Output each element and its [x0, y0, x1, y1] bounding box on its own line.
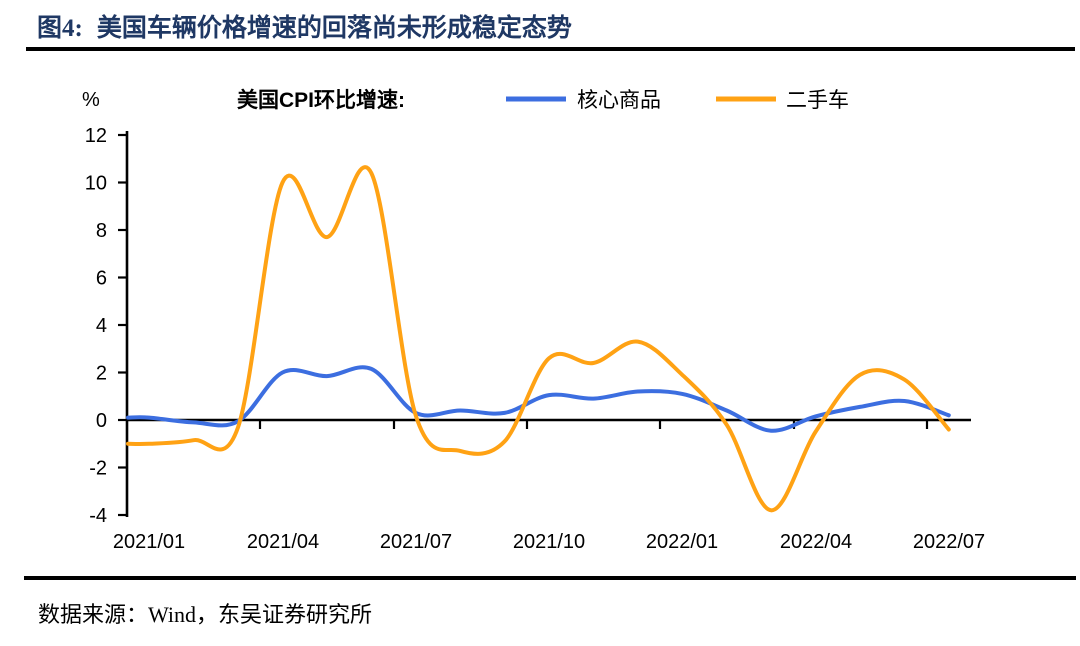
data-source-text: 数据来源：Wind，东吴证券研究所 [38, 602, 372, 627]
y-tick-label: 12 [85, 125, 107, 147]
y-axis-unit-label: % [82, 89, 100, 111]
y-tick-label: 8 [96, 220, 107, 242]
y-tick-label: 6 [96, 268, 107, 290]
x-tick-label: 2022/07 [913, 531, 985, 553]
y-axis-labels: 12 10 8 6 4 2 0 -2 -4 [85, 125, 107, 527]
legend-core-goods-label: 核心商品 [577, 89, 661, 112]
used-cars-line [126, 165, 951, 513]
x-tick-label: 2021/01 [113, 531, 185, 553]
y-tick-label: -4 [89, 505, 107, 527]
x-axis-labels: 2021/01 2021/04 2021/07 2021/10 2022/01 … [113, 531, 985, 553]
y-tick-label: 4 [96, 315, 107, 337]
y-tick-label: 2 [96, 363, 107, 385]
figure-label: 图4: [37, 15, 83, 42]
x-axis-ticks [258, 420, 929, 429]
y-axis-ticks [118, 133, 127, 517]
x-tick-label: 2022/04 [780, 531, 852, 553]
legend-title: 美国CPI环比增速: [237, 88, 405, 112]
x-tick-label: 2021/10 [513, 531, 585, 553]
header-divider [26, 47, 1075, 51]
x-tick-label: 2021/07 [380, 531, 452, 553]
footer-divider [24, 576, 1076, 580]
y-tick-label: 0 [96, 410, 107, 432]
page-title: 美国车辆价格增速的回落尚未形成稳定态势 [96, 15, 572, 42]
y-tick-label: -2 [89, 458, 107, 480]
legend-used-cars-label: 二手车 [786, 89, 849, 112]
y-tick-label: 10 [85, 173, 107, 195]
figure-header: 图4: 美国车辆价格增速的回落尚未形成稳定态势 [37, 8, 572, 44]
x-tick-label: 2021/04 [247, 531, 319, 553]
x-tick-label: 2022/01 [646, 531, 718, 553]
